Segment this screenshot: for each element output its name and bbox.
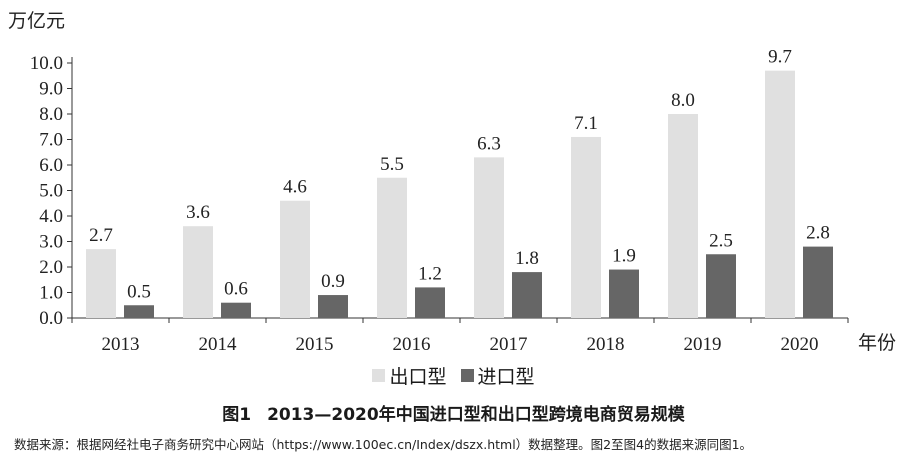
x-tick-label: 2013: [102, 334, 140, 355]
legend-label-import: 进口型: [477, 366, 535, 388]
data-label-import-2020: 2.8: [806, 223, 830, 244]
bar-export-2017: [474, 157, 504, 318]
y-tick-label: 10.0: [30, 53, 63, 74]
data-label-export-2013: 2.7: [89, 225, 113, 246]
data-label-import-2014: 0.6: [224, 279, 248, 300]
data-label-import-2019: 2.5: [709, 230, 733, 251]
bar-export-2013: [86, 249, 116, 318]
y-tick-label: 7.0: [39, 130, 63, 151]
data-label-export-2014: 3.6: [186, 202, 210, 223]
x-tick-label: 2016: [393, 334, 431, 355]
bar-import-2013: [124, 305, 154, 318]
x-axis: 2013 2014 2015 2016 2017 2018 2019 2020: [71, 317, 849, 355]
data-label-export-2018: 7.1: [574, 113, 598, 134]
data-label-import-2018: 1.9: [612, 246, 636, 267]
figure-caption: 图1 2013—2020年中国进口型和出口型跨境电商贸易规模: [0, 400, 907, 425]
bar-export-2019: [668, 114, 698, 318]
x-tick-label: 2014: [199, 334, 238, 355]
data-label-import-2015: 0.9: [321, 271, 345, 292]
y-axis-label: 万亿元: [8, 10, 65, 32]
legend-item-import: 进口型: [460, 362, 535, 389]
data-label-export-2017: 6.3: [477, 133, 501, 154]
data-label-import-2016: 1.2: [418, 263, 442, 284]
legend: 出口型 进口型: [0, 362, 907, 389]
data-label-import-2017: 1.8: [515, 248, 539, 269]
x-tick-label: 2020: [781, 334, 819, 355]
data-label-export-2019: 8.0: [671, 90, 695, 111]
bar-import-2020: [803, 246, 833, 318]
x-tick-label: 2018: [587, 334, 625, 355]
data-label-export-2015: 4.6: [283, 177, 307, 198]
bar-import-2019: [706, 254, 736, 318]
figure-title: 2013—2020年中国进口型和出口型跨境电商贸易规模: [267, 405, 685, 425]
x-tick-label: 2019: [684, 334, 722, 355]
data-label-export-2016: 5.5: [380, 154, 404, 175]
x-tick-label: 2015: [296, 334, 334, 355]
bar-export-2020: [765, 70, 795, 319]
bar-import-2015: [318, 295, 348, 318]
bar-export-2016: [377, 177, 407, 318]
data-label-export-2020: 9.7: [768, 47, 792, 68]
data-label-import-2013: 0.5: [127, 281, 151, 302]
y-tick-label: 3.0: [39, 232, 63, 253]
bar-export-2015: [280, 200, 310, 318]
legend-swatch-import: [460, 369, 474, 382]
x-tick-label: 2017: [490, 334, 528, 355]
bar-import-2017: [512, 272, 542, 318]
y-tick-label: 5.0: [39, 181, 63, 202]
bar-chart: 0.01.02.03.04.05.06.07.08.09.010.0 2013 2…: [8, 10, 896, 355]
bars: [86, 70, 833, 319]
y-tick-label: 8.0: [39, 104, 63, 125]
y-tick-label: 2.0: [39, 257, 63, 278]
legend-swatch-export: [372, 369, 386, 382]
y-tick-label: 1.0: [39, 283, 63, 304]
y-tick-label: 6.0: [39, 155, 63, 176]
data-labels: 2.7 0.5 3.6 0.6 4.6 0.9 5.5 1.2 6.3 1.8 7.1 1.9 8.0 2…: [89, 47, 830, 303]
y-tick-label: 4.0: [39, 206, 63, 227]
y-tick-label: 9.0: [39, 79, 63, 100]
source-note: 数据来源：根据网经社电子商务研究中心网站（https://www.100ec.c…: [14, 437, 753, 452]
y-axis: 0.0 1.0 2.0 3.0 4.0 5.0 6.0 7.0 8.0 9.0 10.0: [30, 53, 73, 329]
y-tick-label: 0.0: [39, 308, 63, 329]
bar-export-2014: [183, 226, 213, 318]
bar-import-2014: [221, 302, 251, 318]
legend-label-export: 出口型: [389, 366, 447, 388]
bar-export-2018: [571, 136, 601, 318]
figure-number: 图1: [222, 405, 252, 425]
bar-import-2018: [609, 269, 639, 318]
x-axis-label: 年份: [858, 332, 896, 354]
legend-item-export: 出口型: [372, 362, 446, 389]
bar-import-2016: [415, 287, 445, 318]
